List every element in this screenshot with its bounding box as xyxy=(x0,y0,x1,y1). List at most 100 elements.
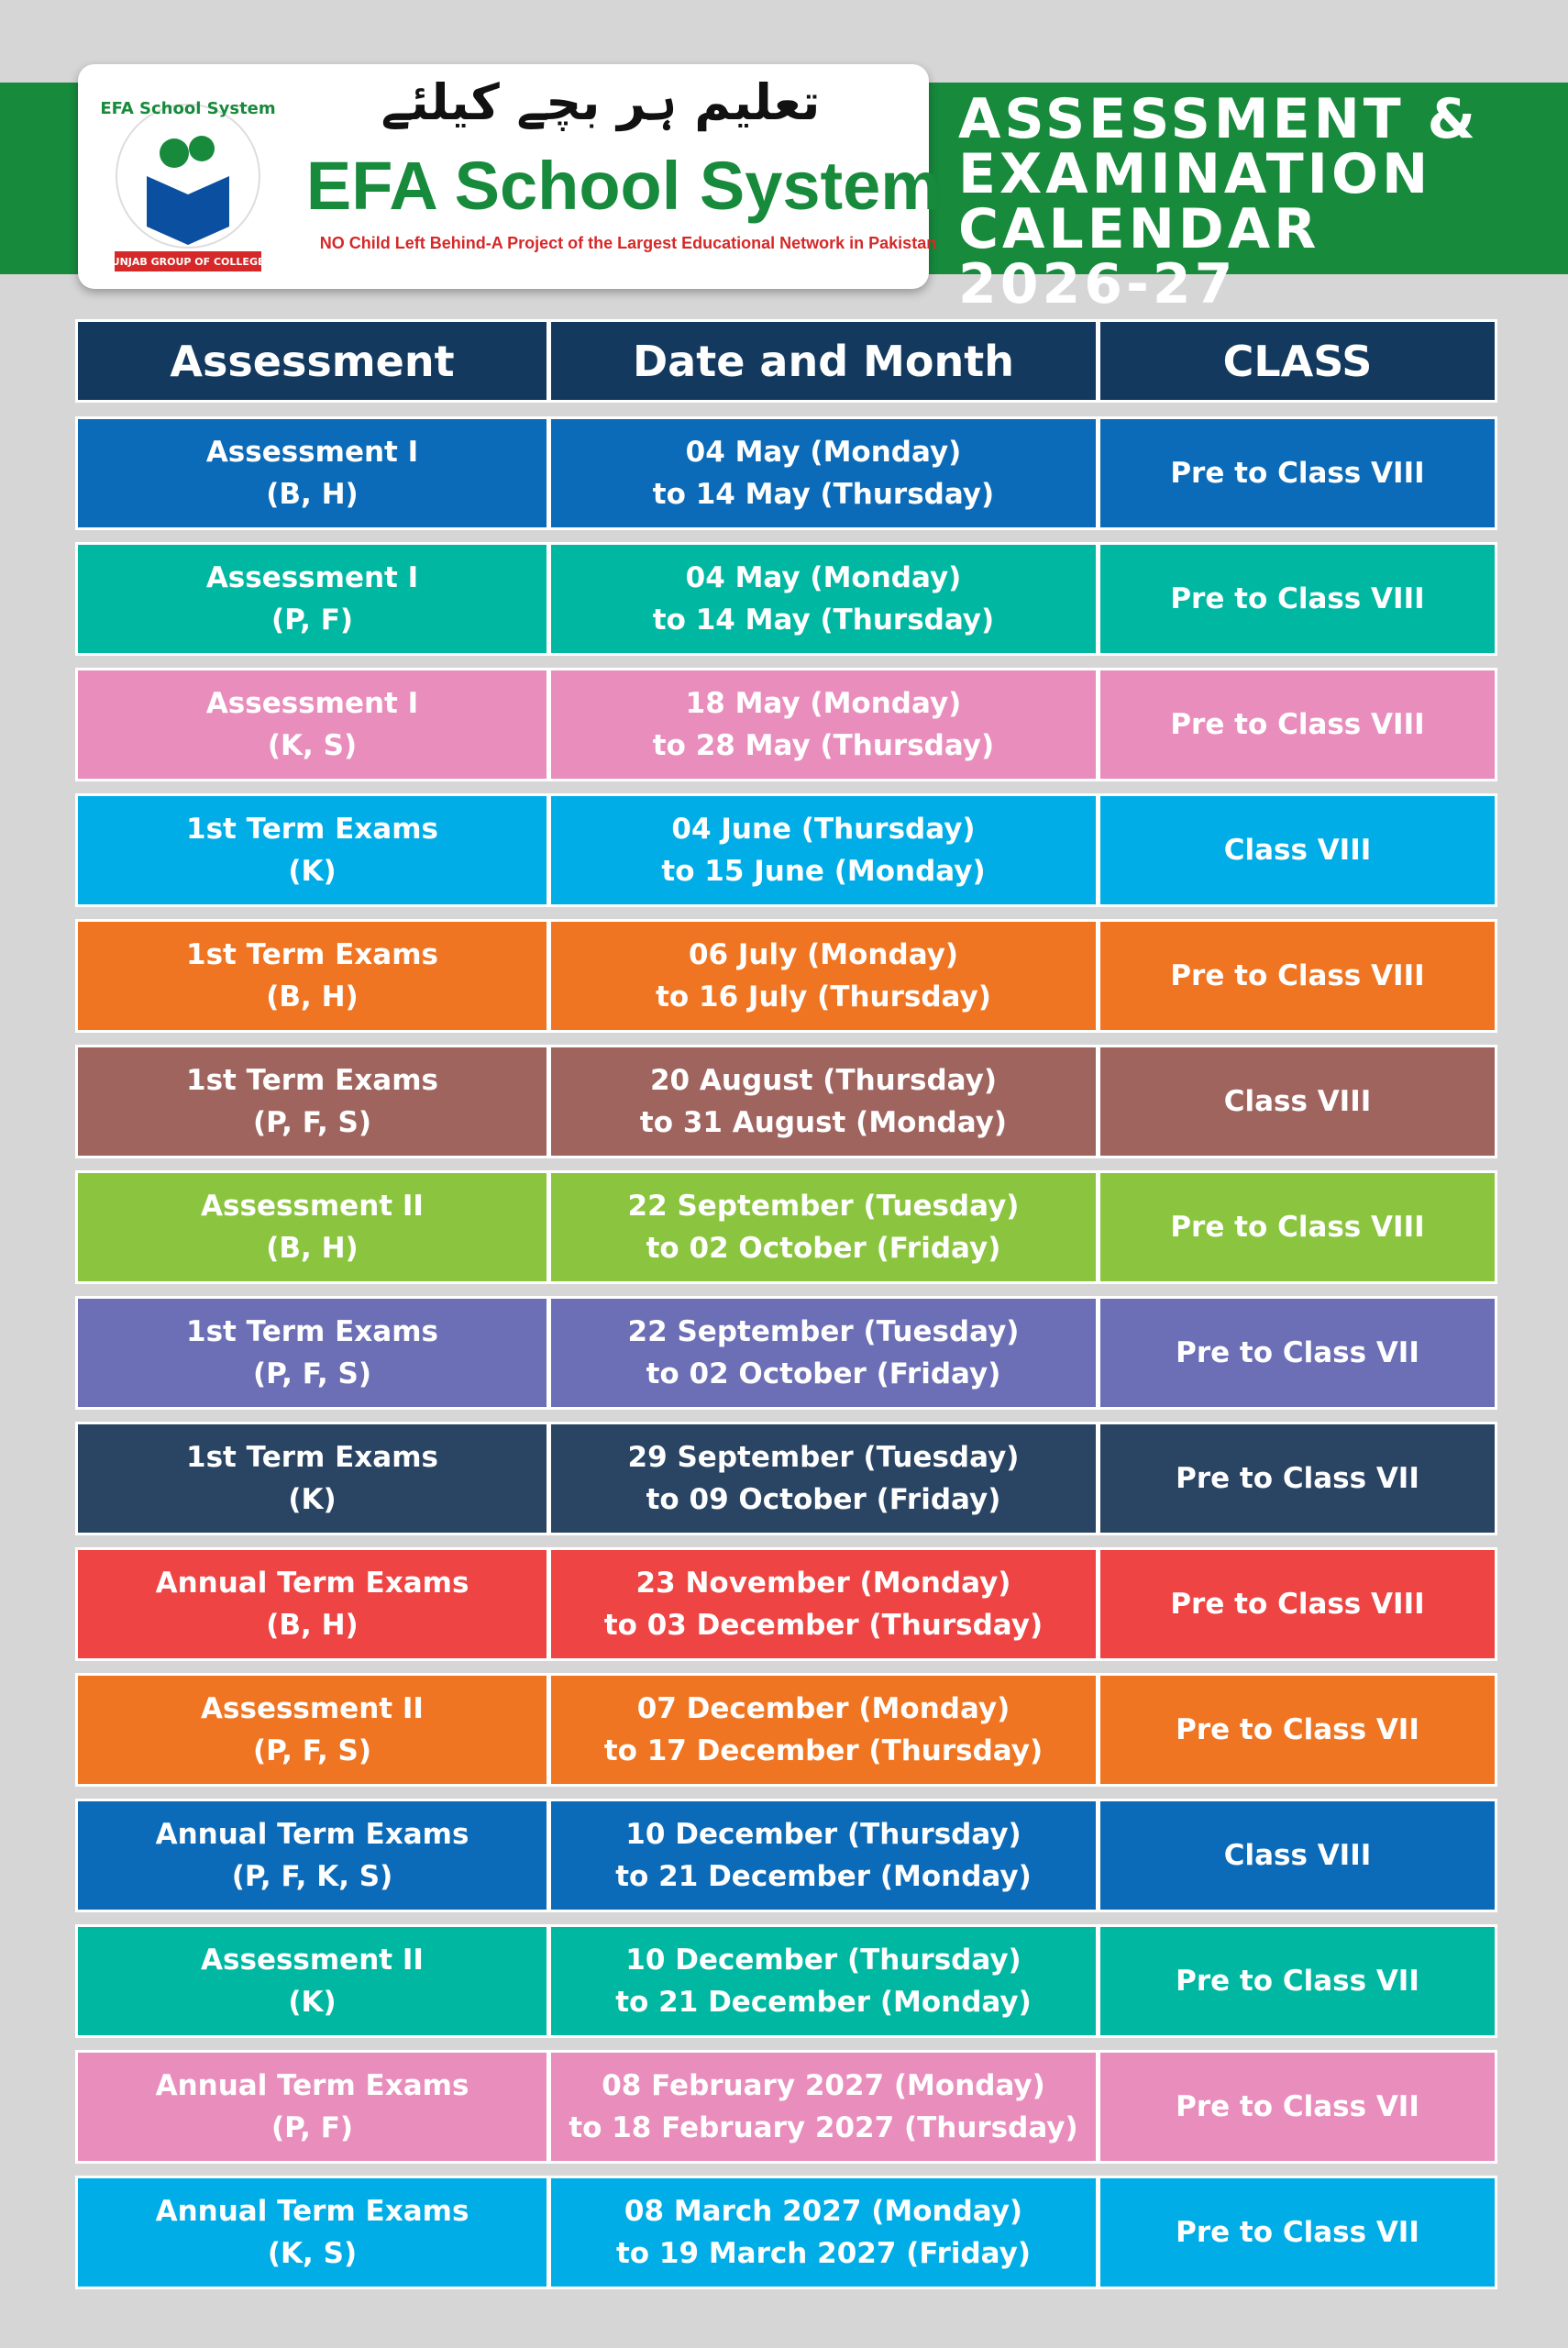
table-cell: Assessment I (B, H) xyxy=(75,416,549,530)
cell-line: 10 December (Thursday) xyxy=(625,1944,1021,1977)
cell-line: Annual Term Exams xyxy=(155,1567,469,1600)
cell-line: (K, S) xyxy=(267,729,358,762)
brand: EFA School System xyxy=(305,148,942,224)
cell-line: to 14 May (Thursday) xyxy=(652,604,995,637)
cell-line: 07 December (Monday) xyxy=(636,1692,1010,1725)
table-cell: 18 May (Monday) to 28 May (Thursday) xyxy=(548,668,1099,781)
cell-line: Annual Term Exams xyxy=(155,1818,469,1851)
table-cell: Pre to Class VIII xyxy=(1098,919,1497,1033)
cell-line: to 31 August (Monday) xyxy=(639,1106,1008,1139)
table-cell: 1st Term Exams (K) xyxy=(75,1422,549,1535)
cell-line: 22 September (Tuesday) xyxy=(627,1190,1020,1223)
cell-line: Class VIII xyxy=(1223,834,1372,867)
table-cell: Annual Term Exams (B, H) xyxy=(75,1547,549,1661)
column-header: Assessment xyxy=(75,319,549,403)
cell-line: (B, H) xyxy=(266,478,359,511)
table-cell: Class VIII xyxy=(1098,1045,1497,1158)
cell-line: (P, F, K, S) xyxy=(231,1860,393,1893)
cell-line: Annual Term Exams xyxy=(155,2195,469,2228)
cell-line: (P, F, S) xyxy=(252,1106,372,1139)
cell-line: Pre to Class VIII xyxy=(1170,457,1425,490)
cell-line: (K) xyxy=(288,1483,337,1516)
table-cell: Pre to Class VIII xyxy=(1098,1170,1497,1284)
cell-line: Assessment II xyxy=(201,1190,424,1223)
cell-line: to 16 July (Thursday) xyxy=(656,980,991,1013)
cell-line: 04 May (Monday) xyxy=(685,436,962,469)
logo-icon: EFA School System PUNJAB GROUP OF COLLEG… xyxy=(100,99,276,271)
table-cell: Pre to Class VIII xyxy=(1098,1547,1497,1661)
cell-line: Pre to Class VII xyxy=(1176,1965,1419,1998)
cell-line: 1st Term Exams xyxy=(186,1441,438,1474)
cell-line: (K) xyxy=(288,855,337,888)
cell-line: 1st Term Exams xyxy=(186,938,438,971)
title-line: CALENDAR 2026-27 xyxy=(958,197,1320,316)
table-cell: Assessment II (K) xyxy=(75,1924,549,2038)
cell-line: to 21 December (Monday) xyxy=(615,1860,1032,1893)
cell-line: 18 May (Monday) xyxy=(685,687,962,720)
table-cell: 22 September (Tuesday) to 02 October (Fri… xyxy=(548,1296,1099,1410)
cell-line: (B, H) xyxy=(266,1609,359,1642)
cell-line: 06 July (Monday) xyxy=(688,938,959,971)
column-header: CLASS xyxy=(1098,319,1497,403)
table-cell: 23 November (Monday) to 03 December (Thur… xyxy=(548,1547,1099,1661)
table-cell: Assessment I (K, S) xyxy=(75,668,549,781)
cell-line: 1st Term Exams xyxy=(186,1315,438,1348)
cell-line: to 18 February 2027 (Thursday) xyxy=(569,2111,1078,2144)
table-cell: Pre to Class VIII xyxy=(1098,416,1497,530)
cell-line: to 21 December (Monday) xyxy=(615,1986,1032,2019)
cell-line: to 19 March 2027 (Friday) xyxy=(615,2237,1031,2270)
cell-line: to 02 October (Friday) xyxy=(646,1232,1001,1265)
cell-line: Assessment I xyxy=(205,561,419,594)
title-line: ASSESSMENT & xyxy=(958,87,1479,151)
table-cell: Pre to Class VII xyxy=(1098,2176,1497,2289)
cell-line: (B, H) xyxy=(266,1232,359,1265)
cell-line: (B, H) xyxy=(266,980,359,1013)
cell-line: (K) xyxy=(288,1986,337,2019)
table-cell: 22 September (Tuesday) to 02 October (Fri… xyxy=(548,1170,1099,1284)
table-cell: Annual Term Exams (P, F) xyxy=(75,2050,549,2164)
table-cell: Pre to Class VII xyxy=(1098,2050,1497,2164)
table-cell: 04 June (Thursday) to 15 June (Monday) xyxy=(548,793,1099,907)
cell-line: to 17 December (Thursday) xyxy=(603,1734,1043,1767)
cell-line: Pre to Class VIII xyxy=(1170,582,1425,615)
cell-line: Pre to Class VIII xyxy=(1170,708,1425,741)
table-cell: Class VIII xyxy=(1098,1799,1497,1912)
table-cell: 04 May (Monday) to 14 May (Thursday) xyxy=(548,416,1099,530)
cell-line: Pre to Class VII xyxy=(1176,2216,1419,2249)
cell-line: to 14 May (Thursday) xyxy=(652,478,995,511)
cell-line: Assessment I xyxy=(205,687,419,720)
cell-line: 1st Term Exams xyxy=(186,1064,438,1097)
table-cell: Class VIII xyxy=(1098,793,1497,907)
cell-line: Assessment II xyxy=(201,1944,424,1977)
cell-line: 1st Term Exams xyxy=(186,813,438,846)
table-cell: Assessment II (P, F, S) xyxy=(75,1673,549,1787)
table-cell: Pre to Class VIII xyxy=(1098,542,1497,656)
table-cell: 06 July (Monday) to 16 July (Thursday) xyxy=(548,919,1099,1033)
table-cell: 29 September (Tuesday) to 09 October (Fri… xyxy=(548,1422,1099,1535)
logo-ribbon: PUNJAB GROUP OF COLLEGES xyxy=(105,256,272,268)
table-cell: Assessment II (B, H) xyxy=(75,1170,549,1284)
cell-line: Pre to Class VII xyxy=(1176,1713,1419,1746)
table-cell: 1st Term Exams (P, F, S) xyxy=(75,1045,549,1158)
table-cell: 10 December (Thursday) to 21 December (Mo… xyxy=(548,1924,1099,2038)
logo-ring-text: EFA School System xyxy=(100,99,275,118)
cell-line: to 28 May (Thursday) xyxy=(652,729,995,762)
logo-card: EFA School System PUNJAB GROUP OF COLLEG… xyxy=(78,64,941,289)
cell-line: 10 December (Thursday) xyxy=(625,1818,1021,1851)
cell-line: Pre to Class VII xyxy=(1176,2090,1419,2123)
table-cell: Pre to Class VII xyxy=(1098,1296,1497,1410)
cell-line: to 02 October (Friday) xyxy=(646,1357,1001,1390)
cell-line: Pre to Class VIII xyxy=(1170,1588,1425,1621)
cell-line: Class VIII xyxy=(1223,1839,1372,1872)
table-cell: Annual Term Exams (P, F, K, S) xyxy=(75,1799,549,1912)
table-cell: Pre to Class VIII xyxy=(1098,668,1497,781)
cell-line: (K, S) xyxy=(267,2237,358,2270)
cell-line: Class VIII xyxy=(1223,1085,1372,1118)
cell-line: Pre to Class VIII xyxy=(1170,959,1425,992)
cell-line: (P, F) xyxy=(271,604,354,637)
cell-line: 22 September (Tuesday) xyxy=(627,1315,1020,1348)
table-cell: Pre to Class VII xyxy=(1098,1422,1497,1535)
cell-line: to 09 October (Friday) xyxy=(646,1483,1001,1516)
cell-line: Pre to Class VIII xyxy=(1170,1211,1425,1244)
